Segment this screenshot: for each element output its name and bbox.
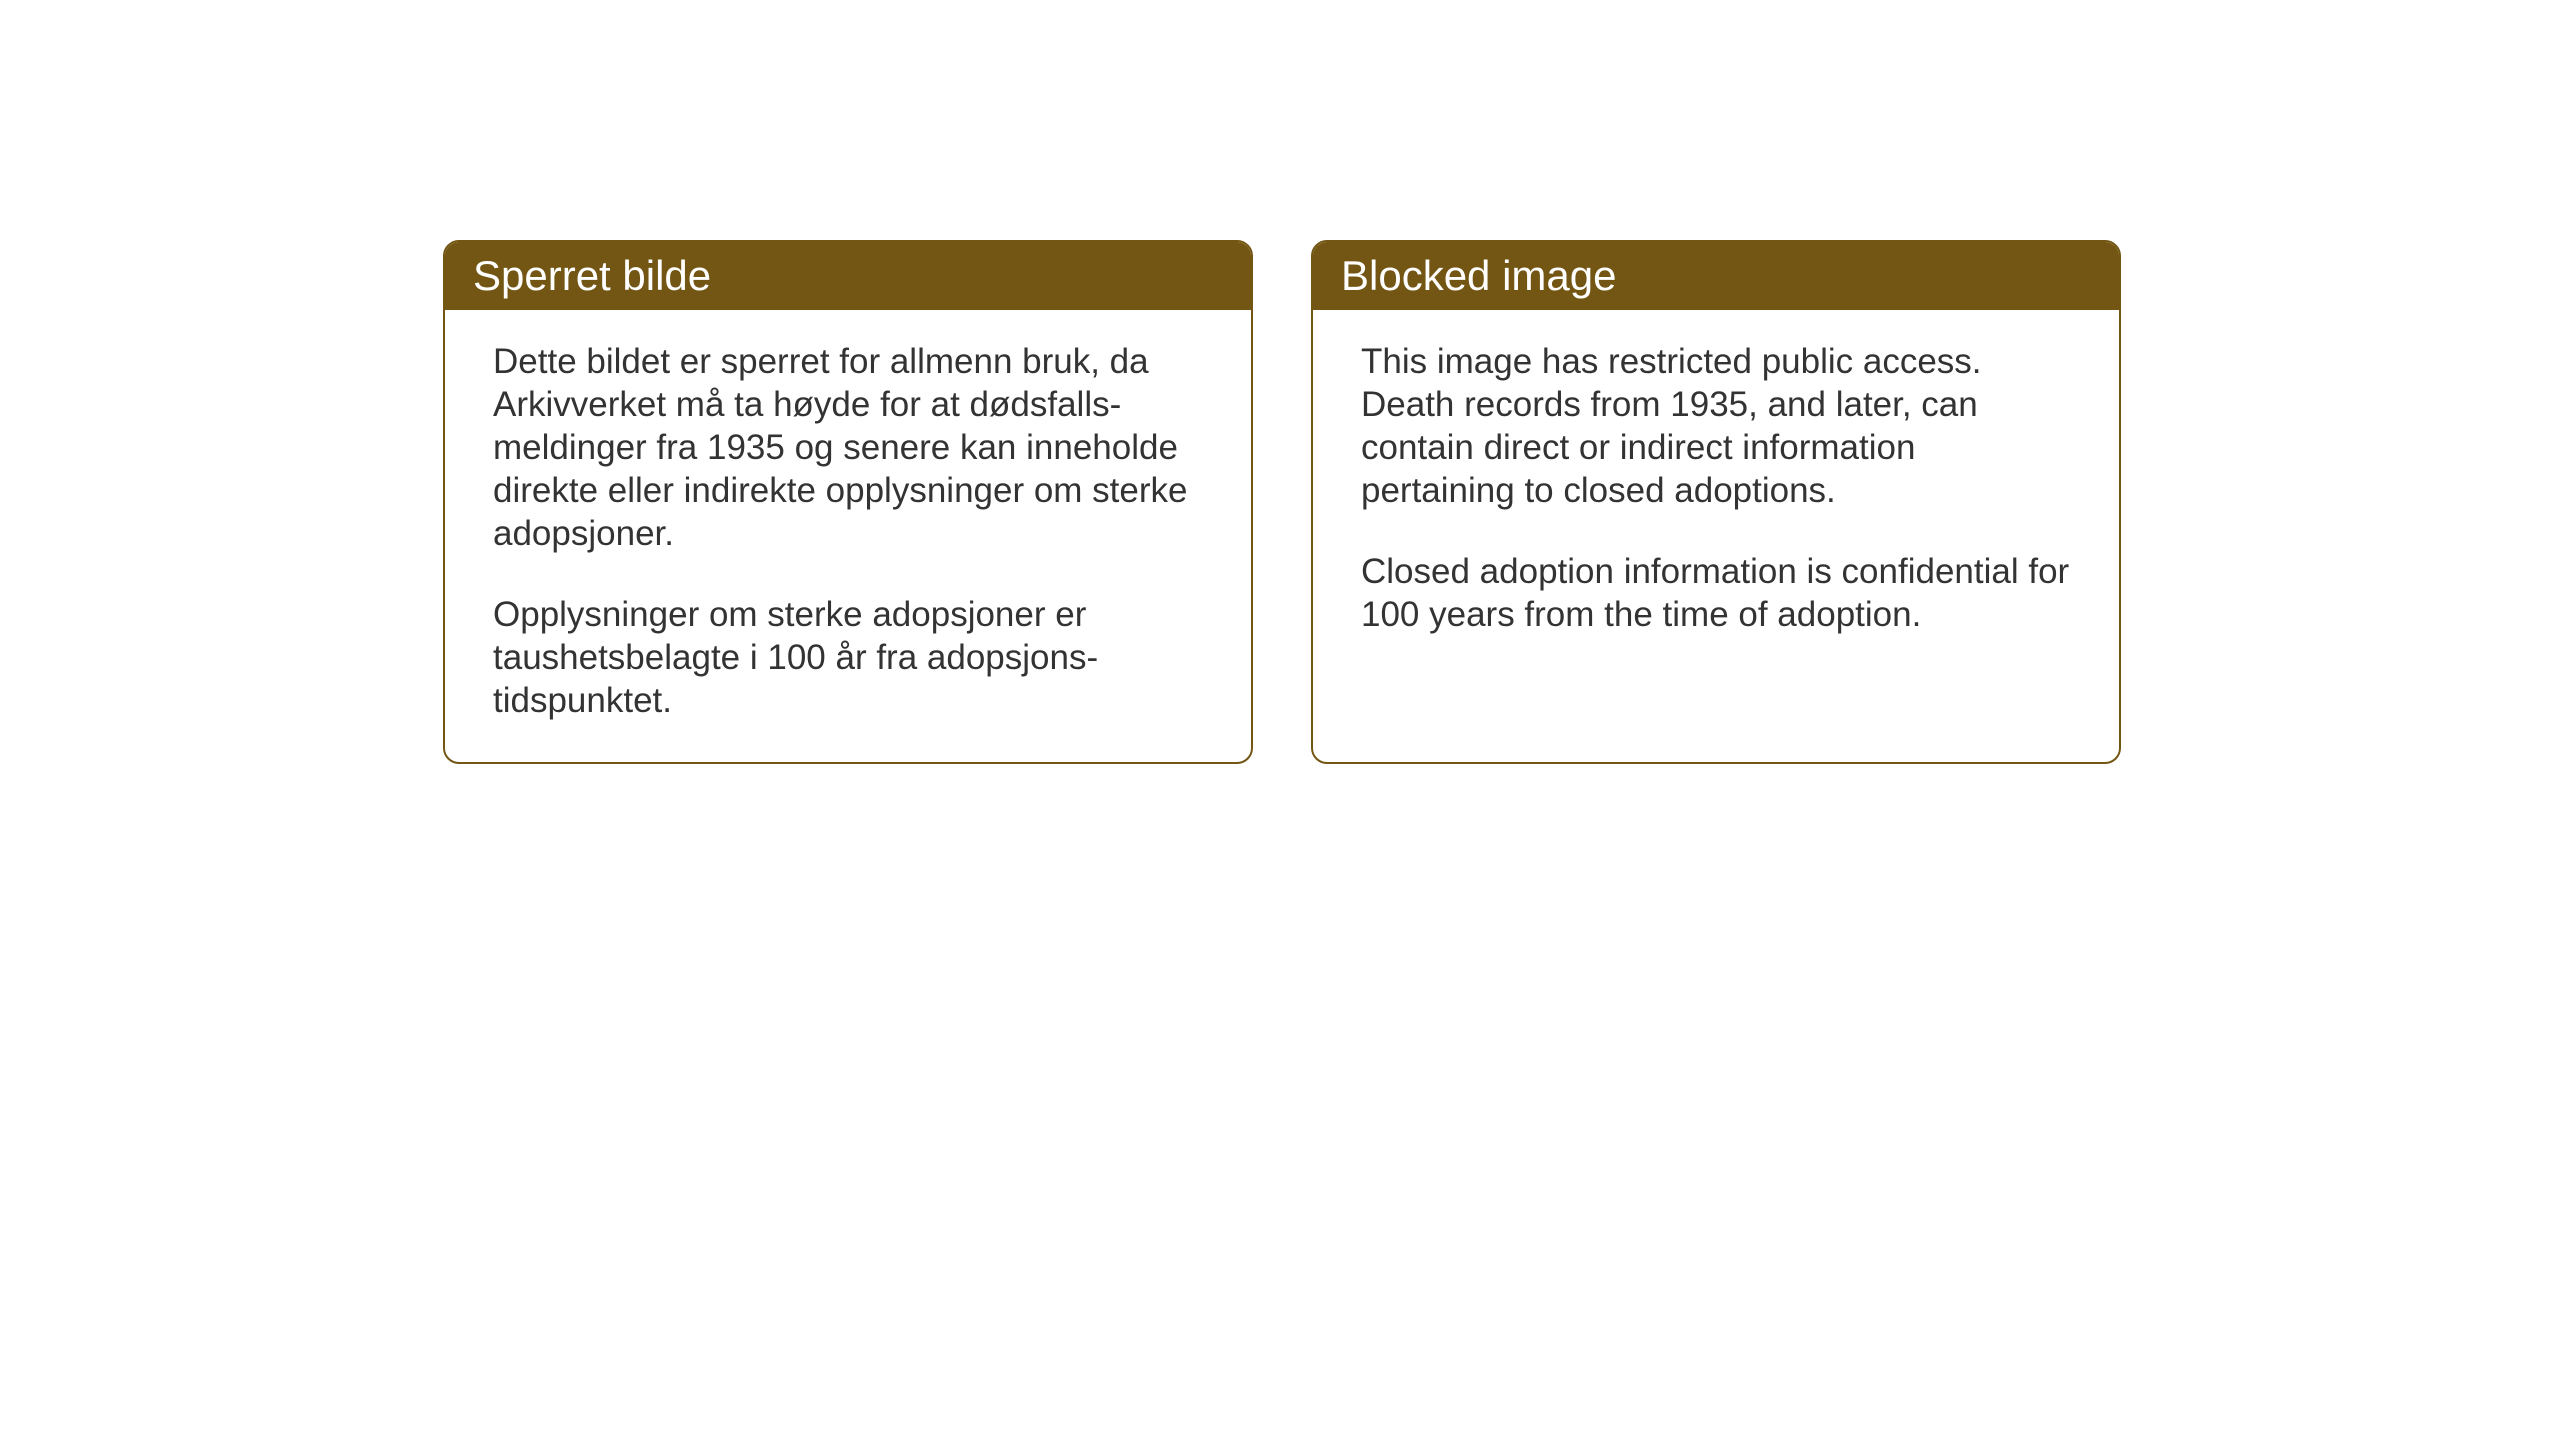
norwegian-paragraph-1: Dette bildet er sperret for allmenn bruk… xyxy=(493,340,1203,555)
norwegian-paragraph-2: Opplysninger om sterke adopsjoner er tau… xyxy=(493,593,1203,722)
english-card-body: This image has restricted public access.… xyxy=(1313,310,2119,730)
norwegian-card-title: Sperret bilde xyxy=(445,242,1251,310)
norwegian-card: Sperret bilde Dette bildet er sperret fo… xyxy=(443,240,1253,764)
english-card: Blocked image This image has restricted … xyxy=(1311,240,2121,764)
cards-container: Sperret bilde Dette bildet er sperret fo… xyxy=(443,240,2121,764)
english-paragraph-1: This image has restricted public access.… xyxy=(1361,340,2071,512)
norwegian-card-body: Dette bildet er sperret for allmenn bruk… xyxy=(445,310,1251,762)
english-paragraph-2: Closed adoption information is confident… xyxy=(1361,550,2071,636)
english-card-title: Blocked image xyxy=(1313,242,2119,310)
